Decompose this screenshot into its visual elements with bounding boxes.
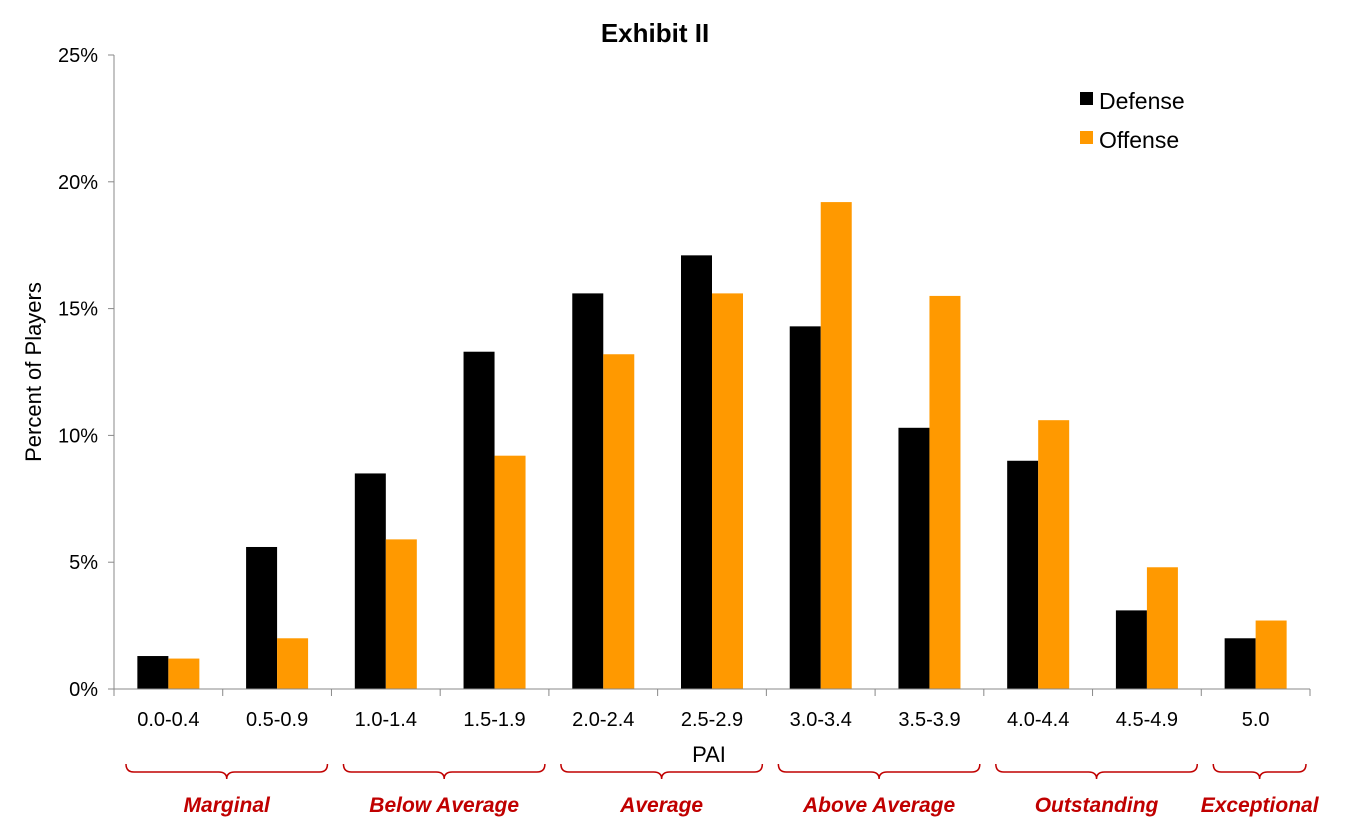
group-brace	[342, 763, 546, 780]
bar-defense	[1007, 460, 1039, 689]
group-label: Below Average	[369, 794, 519, 817]
y-tick-label: 10%	[58, 425, 98, 447]
chart-title: Exhibit II	[601, 18, 709, 48]
x-tick-label: 3.0-3.4	[790, 709, 852, 731]
group-label: Exceptional	[1201, 794, 1320, 817]
bar-defense	[1224, 638, 1256, 689]
bar-offense	[603, 354, 635, 689]
x-tick-label: 5.0	[1242, 709, 1270, 731]
group-label: Average	[619, 794, 703, 817]
bar-defense	[463, 351, 495, 689]
x-axis-title: PAI	[692, 742, 726, 767]
x-tick-label: 4.0-4.4	[1007, 709, 1069, 731]
bar-defense	[1115, 610, 1147, 689]
group-brace	[125, 763, 329, 780]
x-tick-label: 1.5-1.9	[463, 709, 525, 731]
y-tick-label: 20%	[58, 172, 98, 194]
bar-offense	[929, 295, 961, 689]
bars	[137, 202, 1287, 689]
bar-defense	[898, 427, 930, 689]
bar-offense	[1255, 620, 1287, 689]
bar-defense	[572, 293, 604, 689]
group-brace	[777, 763, 981, 780]
bar-offense	[494, 455, 526, 689]
x-tick-label: 2.0-2.4	[572, 709, 634, 731]
group-label: Outstanding	[1035, 794, 1159, 817]
legend: Defense Offense	[1080, 88, 1185, 153]
y-axis: 0% 5% 10% 15% 20% 25%	[58, 45, 115, 701]
group-brace	[1212, 763, 1307, 780]
bar-offense	[820, 202, 852, 689]
y-tick-label: 15%	[58, 299, 98, 321]
x-tick-label: 1.0-1.4	[355, 709, 417, 731]
bar-offense	[1038, 420, 1070, 689]
x-tick-label: 3.5-3.9	[898, 709, 960, 731]
legend-swatch-defense	[1080, 92, 1093, 105]
x-axis: 0.0-0.4 0.5-0.9 1.0-1.4 1.5-1.9 2.0-2.4 2.5-2…	[113, 688, 1311, 731]
bar-defense	[137, 656, 169, 689]
x-tick-label: 0.0-0.4	[137, 709, 199, 731]
x-tick-label: 2.5-2.9	[681, 709, 743, 731]
y-tick-label: 5%	[69, 552, 98, 574]
group-brace	[995, 763, 1199, 780]
legend-label-defense: Defense	[1099, 88, 1185, 114]
y-tick-label: 25%	[58, 45, 98, 67]
legend-swatch-offense	[1080, 131, 1093, 144]
group-brace	[560, 763, 764, 780]
y-tick-label: 0%	[69, 679, 98, 701]
bar-offense	[385, 539, 417, 689]
y-axis-title: Percent of Players	[21, 282, 46, 462]
bar-defense	[681, 255, 712, 689]
group-label: Above Average	[802, 794, 955, 817]
x-tick-label: 4.5-4.9	[1116, 709, 1178, 731]
bar-offense	[1146, 567, 1178, 689]
bar-defense	[246, 546, 278, 689]
legend-label-offense: Offense	[1099, 127, 1179, 153]
bar-offense	[712, 293, 743, 689]
bar-defense	[789, 326, 821, 689]
x-tick-label: 0.5-0.9	[246, 709, 308, 731]
category-groups: Marginal Below Average Average Above Averag…	[125, 763, 1320, 817]
bar-offense	[277, 638, 309, 689]
group-label: Marginal	[184, 794, 272, 817]
bar-defense	[354, 473, 386, 689]
bar-offense	[168, 658, 200, 689]
